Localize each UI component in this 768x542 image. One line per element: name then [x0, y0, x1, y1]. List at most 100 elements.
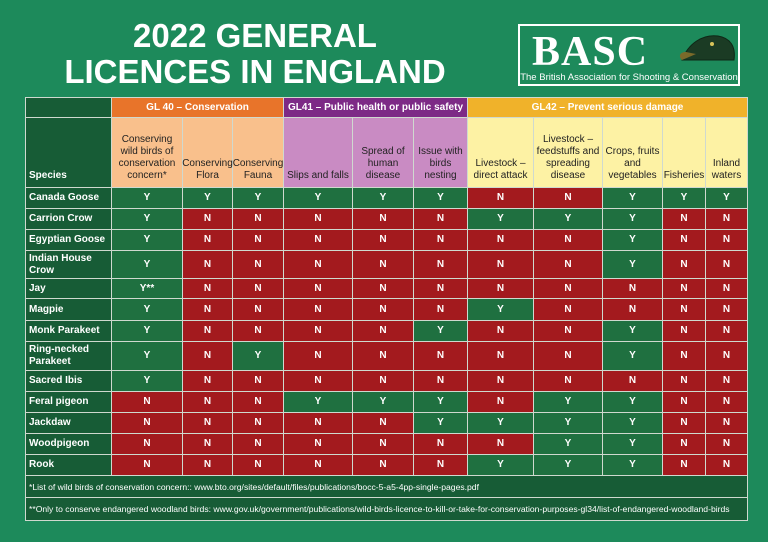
licence-cell: N — [183, 413, 232, 433]
licence-cell: N — [183, 230, 232, 250]
licence-cell: N — [663, 279, 705, 298]
licence-cell: N — [233, 230, 283, 250]
licence-cell: N — [414, 371, 467, 391]
licence-cell: N — [534, 230, 602, 250]
licence-cell: Y — [706, 188, 747, 208]
licence-cell: N — [468, 392, 533, 412]
licence-cell: Y — [468, 299, 533, 320]
licence-cell: N — [663, 342, 705, 370]
licence-cell: Y — [233, 188, 283, 208]
column-header: Slips and falls — [284, 118, 352, 187]
licence-cell: N — [468, 321, 533, 341]
licence-cell: N — [233, 413, 283, 433]
licence-cell: N — [534, 342, 602, 370]
licence-cell: N — [284, 371, 352, 391]
licence-cell: N — [183, 321, 232, 341]
licence-cell: N — [706, 455, 747, 475]
licence-cell: Y — [353, 188, 413, 208]
licence-cell: N — [353, 342, 413, 370]
licence-cell: Y — [112, 321, 182, 341]
licence-cell: N — [414, 299, 467, 320]
licence-cell: N — [183, 392, 232, 412]
licence-cell: N — [284, 321, 352, 341]
licence-cell: N — [353, 251, 413, 278]
licence-cell: Y — [603, 251, 662, 278]
licence-cell: N — [663, 299, 705, 320]
species-name: Egyptian Goose — [26, 230, 111, 250]
licence-cell: N — [353, 209, 413, 229]
licence-cell: N — [603, 299, 662, 320]
licence-cell: N — [468, 188, 533, 208]
licence-cell: N — [284, 455, 352, 475]
licence-cell: N — [233, 279, 283, 298]
column-header: Spread of human disease — [353, 118, 413, 187]
licence-cell: N — [183, 209, 232, 229]
column-header: Issue with birds nesting — [414, 118, 467, 187]
species-name: Ring-necked Parakeet — [26, 342, 111, 370]
licence-cell: N — [353, 434, 413, 454]
licence-cell: N — [706, 434, 747, 454]
species-name: Woodpigeon — [26, 434, 111, 454]
licence-cell: Y — [284, 392, 352, 412]
logo-tagline: The British Association for Shooting & C… — [520, 72, 738, 83]
column-header: Crops, fruits and vegetables — [603, 118, 662, 187]
licence-cell: N — [534, 371, 602, 391]
licence-cell: N — [706, 342, 747, 370]
licence-cell: N — [468, 342, 533, 370]
licence-cell: Y — [112, 230, 182, 250]
licence-cell: N — [233, 299, 283, 320]
species-name: Jackdaw — [26, 413, 111, 433]
licence-cell: Y — [603, 342, 662, 370]
licence-cell: Y — [233, 342, 283, 370]
licence-cell: N — [353, 455, 413, 475]
column-header: Conserving wild birds of conservation co… — [112, 118, 182, 187]
column-header: Livestock – direct attack — [468, 118, 533, 187]
licence-cell: N — [233, 209, 283, 229]
licence-cell: N — [233, 251, 283, 278]
licence-cell: Y — [468, 413, 533, 433]
species-name: Canada Goose — [26, 188, 111, 208]
licence-cell: N — [706, 299, 747, 320]
licence-cell: N — [663, 230, 705, 250]
licence-cell: N — [353, 413, 413, 433]
licence-cell: N — [663, 321, 705, 341]
licence-cell: N — [663, 371, 705, 391]
licence-cell: Y — [112, 209, 182, 229]
licence-cell: Y — [183, 188, 232, 208]
column-header: Livestock – feedstuffs and spreading dis… — [534, 118, 602, 187]
licence-cell: N — [284, 342, 352, 370]
licence-cell: N — [353, 321, 413, 341]
licence-cell: Y — [414, 413, 467, 433]
licence-cell: N — [183, 455, 232, 475]
licence-cell: Y — [414, 321, 467, 341]
licence-cell: N — [353, 230, 413, 250]
licence-cell: N — [706, 209, 747, 229]
licence-cell: Y — [353, 392, 413, 412]
licence-cell: N — [603, 279, 662, 298]
title: 2022 GENERAL LICENCES IN ENGLAND — [30, 18, 480, 90]
licence-cell: Y — [534, 392, 602, 412]
licence-cell: N — [284, 209, 352, 229]
licence-cell: N — [534, 299, 602, 320]
licence-cell: Y — [603, 230, 662, 250]
licence-cell: N — [284, 230, 352, 250]
licence-cell: Y — [534, 455, 602, 475]
licence-cell: N — [414, 455, 467, 475]
licence-table: GL 40 – Conservation GL41 – Public health… — [25, 97, 748, 521]
licence-cell: Y — [534, 209, 602, 229]
group-header: GL41 – Public health or public safety — [284, 98, 467, 117]
licence-cell: Y — [534, 413, 602, 433]
column-header: Conserving Fauna — [233, 118, 283, 187]
licence-cell: Y — [603, 434, 662, 454]
licence-cell: N — [284, 299, 352, 320]
species-name: Magpie — [26, 299, 111, 320]
licence-cell: N — [233, 321, 283, 341]
licence-cell: N — [183, 434, 232, 454]
licence-cell: N — [663, 413, 705, 433]
licence-cell: N — [414, 434, 467, 454]
licence-cell: N — [183, 342, 232, 370]
licence-cell: Y — [603, 188, 662, 208]
licence-cell: Y — [603, 392, 662, 412]
licence-cell: N — [663, 455, 705, 475]
licence-cell: Y — [112, 251, 182, 278]
